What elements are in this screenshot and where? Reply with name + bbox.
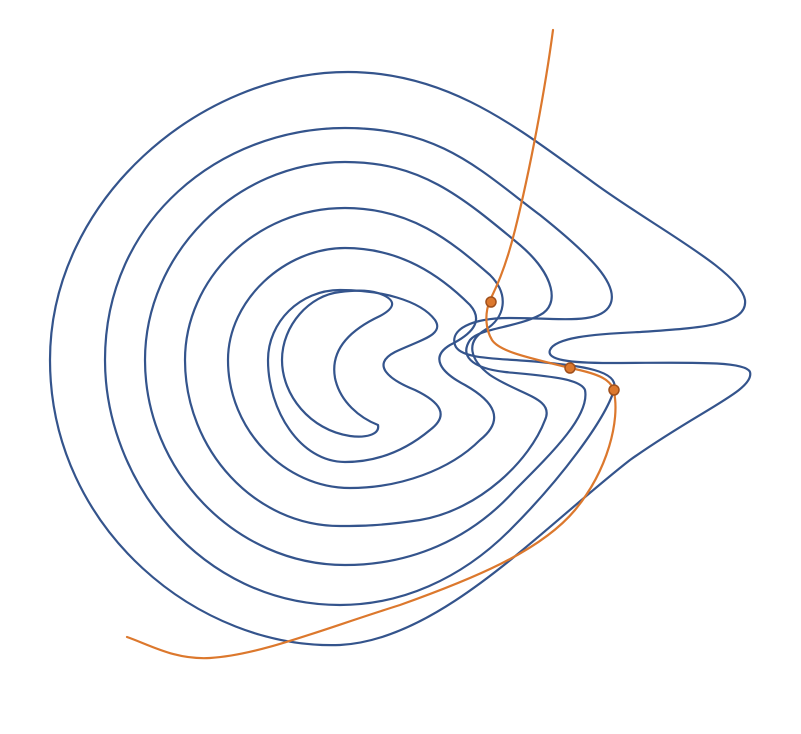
intersection-point-3 — [608, 384, 620, 396]
contour-line-2 — [103, 126, 616, 607]
contour-line-6 — [266, 288, 442, 464]
intersection-point-1 — [485, 296, 497, 308]
contour-line-4 — [183, 206, 548, 528]
intersection-point-2 — [564, 362, 576, 374]
contour-line-5 — [226, 246, 496, 490]
contour-line-1 — [48, 70, 752, 647]
contour-line-7 — [280, 289, 394, 438]
contour-line-3 — [143, 160, 587, 567]
